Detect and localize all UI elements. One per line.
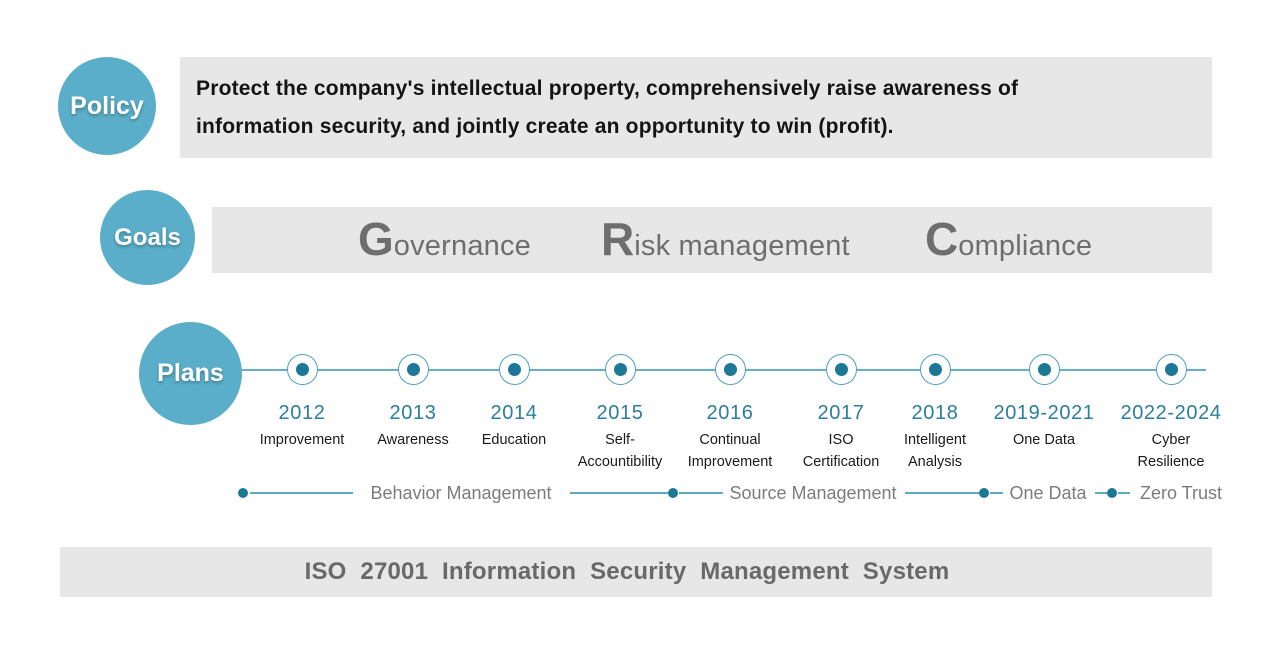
milestone-year: 2013 [389,402,437,424]
phase-segment [1118,492,1130,494]
goal-rest: isk management [634,230,850,262]
phase-segment [679,492,723,494]
milestone-2014: 2014 Education [444,354,584,451]
milestone-2017: 2017 ISO Certification [771,354,911,473]
goal-initial: R [601,213,635,265]
phase-dot [979,488,989,498]
milestone-label: One Data [1012,432,1076,448]
plans-badge-label: Plans [157,359,224,387]
milestone-year: 2016 [706,402,754,424]
milestone-year: 2015 [596,402,644,424]
goal-rest: overnance [393,230,532,262]
timeline-node-icon [825,354,857,385]
phase-dot [668,488,678,498]
timeline-node-icon [397,354,429,385]
goals-bar: Governance Risk management Compliance [212,207,1212,273]
milestone-year: 2012 [278,402,326,424]
milestone-2012: 2012 Improvement [232,354,372,451]
timeline-node-icon [604,354,636,385]
milestone-year: 2018 [911,402,959,424]
phase-dot [238,488,248,498]
phase-behavior-management: Behavior Management [370,483,552,503]
milestone-2015: 2015 Self- Accountibility [550,354,690,473]
timeline-node-icon [714,354,746,385]
goal-risk-management: Risk management [601,207,850,283]
milestone-label: Cyber Resilience [1137,432,1205,470]
phase-segment [1095,492,1107,494]
milestone-label: Improvement [259,432,345,448]
milestone-2016: 2016 Continual Improvement [660,354,800,473]
milestone-year: 2014 [490,402,538,424]
phase-segment [905,492,979,494]
milestone-year: 2022-2024 [1120,402,1222,424]
milestone-label: Awareness [377,432,449,448]
milestone-label: Continual Improvement [687,432,773,470]
policy-statement-box: Protect the company's intellectual prope… [180,57,1212,158]
goals-badge-label: Goals [114,223,181,251]
phase-segment [250,492,353,494]
timeline-node-icon [498,354,530,385]
timeline-node-icon [1028,354,1060,385]
footer-bar: ISO 27001 Information Security Managemen… [60,547,1212,597]
plans-badge: Plans [139,322,242,425]
goal-rest: ompliance [958,230,1093,262]
policy-badge: Policy [58,57,156,155]
timeline-node-icon [919,354,951,385]
milestone-2022-2024: 2022-2024 Cyber Resilience [1101,354,1241,473]
footer-title: ISO 27001 Information Security Managemen… [304,558,950,585]
timeline-node-icon [286,354,318,385]
policy-badge-label: Policy [70,91,144,120]
milestone-2019-2021: 2019-2021 One Data [974,354,1114,451]
timeline-node-icon [1155,354,1187,385]
phase-source-management: Source Management [729,483,897,503]
goals-badge: Goals [100,190,195,285]
milestone-label: Intelligent Analysis [903,432,967,470]
milestone-label: Education [481,432,547,448]
phase-zero-trust: Zero Trust [1139,483,1223,503]
phase-one-data: One Data [1009,483,1087,503]
milestone-year: 2017 [817,402,865,424]
milestone-label: ISO Certification [802,432,880,470]
policy-statement-text: Protect the company's intellectual prope… [196,76,1019,138]
milestone-2018: 2018 Intelligent Analysis [865,354,1005,473]
goal-initial: G [358,213,394,265]
goal-initial: C [925,213,959,265]
milestone-label: Self- Accountibility [577,432,663,470]
milestone-year: 2019-2021 [993,402,1095,424]
phase-dot [1107,488,1117,498]
goal-governance: Governance [358,207,531,283]
milestone-2013: 2013 Awareness [343,354,483,451]
phase-segment [990,492,1003,494]
goal-compliance: Compliance [925,207,1092,283]
phase-segment [570,492,668,494]
